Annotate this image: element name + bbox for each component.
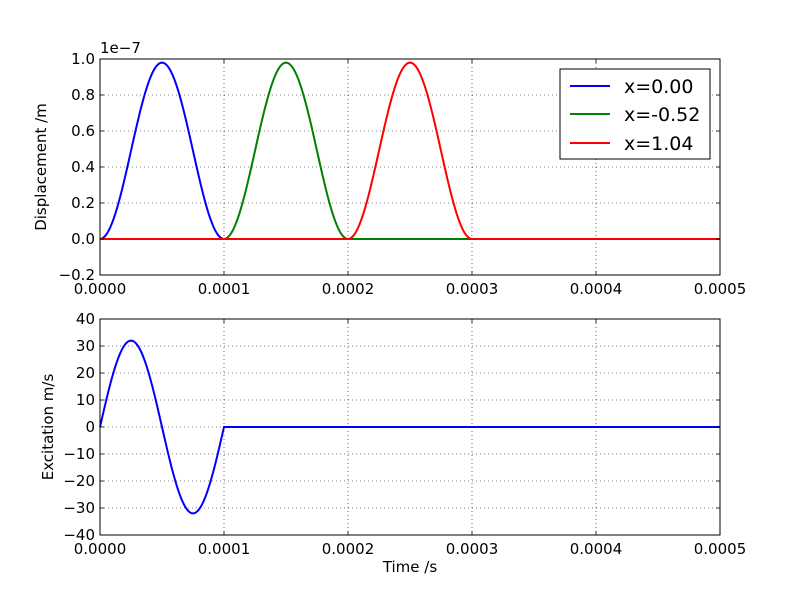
series-line-excitation <box>99 339 720 515</box>
displacement-y-tick-label: 1.0 <box>71 50 95 68</box>
excitation-x-tick-label: 0.0001 <box>198 540 251 558</box>
displacement-x-tick-label: 0.0003 <box>446 280 499 298</box>
displacement-y-axis-label: Displacement /m <box>32 103 50 231</box>
displacement-ticks: 0.0000 0.0001 0.0002 0.0003 0.0004 0.0005 −0.2… <box>59 50 747 298</box>
displacement-y-tick-label: 0.4 <box>71 158 95 176</box>
excitation-y-tick-label: 10 <box>76 391 95 409</box>
excitation-y-tick-label: −20 <box>63 472 95 490</box>
legend-label-x000: x=0.00 <box>624 76 693 98</box>
displacement-y-tick-label: −0.2 <box>59 266 95 284</box>
displacement-x-tick-label: 0.0002 <box>322 280 375 298</box>
legend: x=0.00 x=-0.52 x=1.04 <box>559 68 711 160</box>
excitation-y-tick-label: 40 <box>76 310 95 328</box>
excitation-y-tick-label: −10 <box>63 445 95 463</box>
excitation-ticks: 0.0000 0.0001 0.0002 0.0003 0.0004 0.0005 −40 −… <box>63 310 746 558</box>
legend-label-x104: x=1.04 <box>624 133 693 155</box>
series-line-x-1-04 <box>100 61 720 240</box>
excitation-y-tick-label: 0 <box>85 418 95 436</box>
excitation-x-tick-label: 0.0000 <box>74 540 127 558</box>
displacement-x-tick-label: 0.0001 <box>198 280 251 298</box>
excitation-x-tick-label: 0.0005 <box>694 540 747 558</box>
excitation-y-tick-label: −30 <box>63 499 95 517</box>
displacement-y-tick-label: 0.0 <box>71 230 95 248</box>
excitation-subplot: 0.0000 0.0001 0.0002 0.0003 0.0004 0.0005 −40 −… <box>39 310 746 576</box>
excitation-x-tick-label: 0.0002 <box>322 540 375 558</box>
displacement-offset-text: 1e−7 <box>100 39 141 57</box>
displacement-series-lines <box>99 61 720 240</box>
displacement-y-tick-label: 0.8 <box>71 86 95 104</box>
legend-label-xm052: x=-0.52 <box>624 104 700 126</box>
excitation-y-tick-label: 20 <box>76 364 95 382</box>
displacement-x-tick-label: 0.0004 <box>570 280 623 298</box>
displacement-y-tick-label: 0.2 <box>71 194 95 212</box>
displacement-x-tick-label: 0.0005 <box>694 280 747 298</box>
time-x-axis-label: Time /s <box>382 558 438 576</box>
displacement-x-tick-label: 0.0000 <box>74 280 127 298</box>
displacement-y-tick-label: 0.6 <box>71 122 95 140</box>
displacement-subplot: 0.0000 0.0001 0.0002 0.0003 0.0004 0.0005 −0.2… <box>32 39 746 298</box>
excitation-y-tick-label: 30 <box>76 337 95 355</box>
excitation-x-tick-label: 0.0003 <box>446 540 499 558</box>
excitation-x-tick-label: 0.0004 <box>570 540 623 558</box>
excitation-series-lines <box>99 339 720 515</box>
excitation-y-tick-label: −40 <box>63 526 95 544</box>
excitation-y-axis-label: Excitation m/s <box>39 374 57 481</box>
